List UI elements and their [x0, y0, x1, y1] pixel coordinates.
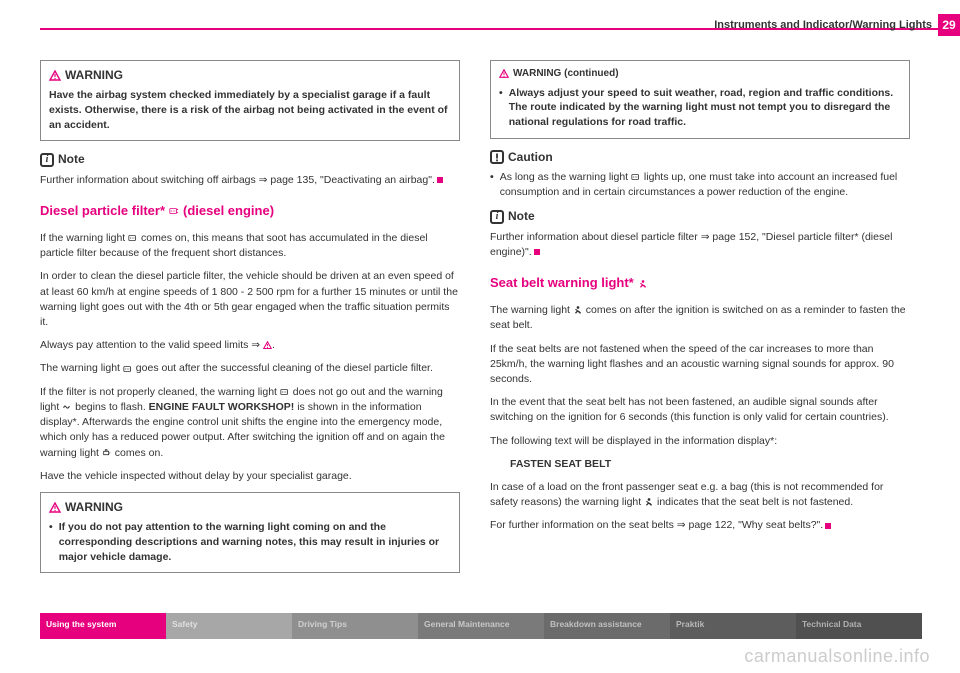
seatbelt-icon [573, 305, 583, 315]
dpf-p6: Have the vehicle inspected without delay… [40, 469, 460, 484]
caution-icon [490, 150, 504, 164]
footer-nav: Using the system Safety Driving Tips Gen… [40, 613, 922, 639]
dpf-icon [169, 206, 179, 216]
sb-p6: In case of a load on the front passenger… [490, 480, 910, 510]
header: Instruments and Indicator/Warning Lights… [714, 14, 960, 36]
warning-text: WARNING [65, 67, 123, 84]
dpf-icon [280, 387, 290, 397]
bullet-icon: • [499, 86, 503, 130]
dpf-p1: If the warning light comes on, this mean… [40, 231, 460, 261]
info-icon: i [40, 153, 54, 167]
nav-technical-data[interactable]: Technical Data [796, 613, 922, 639]
warning-icon [263, 341, 272, 350]
sb-p4: The following text will be displayed in … [490, 434, 910, 449]
seatbelt-icon [644, 497, 654, 507]
warning-label: WARNING [49, 499, 451, 516]
columns: WARNING Have the airbag system checked i… [40, 60, 920, 583]
warning-icon [49, 70, 61, 82]
nav-using-the-system[interactable]: Using the system [40, 613, 166, 639]
warning-body: • If you do not pay attention to the war… [49, 520, 451, 564]
note-header: i Note [40, 151, 460, 168]
dpf-icon [631, 172, 641, 182]
note-label: Note [58, 151, 85, 168]
dpf-p2: In order to clean the diesel particle fi… [40, 269, 460, 330]
end-marker [825, 523, 831, 529]
dpf-p5: If the filter is not properly cleaned, t… [40, 385, 460, 461]
note-body: Further information about diesel particl… [490, 230, 910, 260]
dpf-icon [123, 364, 133, 374]
dpf-p4: The warning light goes out after the suc… [40, 361, 460, 376]
warning-continued-box: WARNING (continued) • Always adjust your… [490, 60, 910, 139]
warning-body: Have the airbag system checked immediate… [49, 88, 451, 132]
sb-p2: If the seat belts are not fastened when … [490, 342, 910, 388]
note-header: i Note [490, 208, 910, 225]
end-marker [437, 177, 443, 183]
caution-body: • As long as the warning light lights up… [490, 170, 910, 200]
nav-praktik[interactable]: Praktik [670, 613, 796, 639]
nav-driving-tips[interactable]: Driving Tips [292, 613, 418, 639]
warning-icon [499, 69, 509, 79]
warning-icon [49, 502, 61, 514]
glowplug-icon [62, 402, 72, 412]
warning-box-1: WARNING Have the airbag system checked i… [40, 60, 460, 141]
seatbelt-icon [638, 279, 648, 289]
end-marker [534, 249, 540, 255]
nav-general-maintenance[interactable]: General Maintenance [418, 613, 544, 639]
arrow-icon: ⇒ [677, 519, 686, 531]
sb-fasten: FASTEN SEAT BELT [510, 457, 910, 472]
warning-text: WARNING [65, 499, 123, 516]
info-icon: i [490, 210, 504, 224]
warning-box-2: WARNING • If you do not pay attention to… [40, 492, 460, 573]
dpf-icon [128, 233, 138, 243]
sb-p7: For further information on the seat belt… [490, 518, 910, 533]
seatbelt-heading: Seat belt warning light* [490, 274, 910, 293]
arrow-icon: ⇒ [251, 339, 263, 351]
right-column: WARNING (continued) • Always adjust your… [490, 60, 910, 583]
engine-icon [102, 448, 112, 458]
caution-header: Caution [490, 149, 910, 166]
warning-body: • Always adjust your speed to suit weath… [499, 86, 901, 130]
sb-p1: The warning light comes on after the ign… [490, 303, 910, 333]
note-body: Further information about switching off … [40, 173, 460, 188]
bullet-icon: • [49, 520, 53, 564]
warning-text: WARNING (continued) [513, 67, 619, 82]
dpf-heading: Diesel particle filter* (diesel engine) [40, 202, 460, 221]
left-column: WARNING Have the airbag system checked i… [40, 60, 460, 583]
dpf-p3: Always pay attention to the valid speed … [40, 338, 460, 353]
warning-label: WARNING (continued) [499, 67, 901, 82]
warning-label: WARNING [49, 67, 451, 84]
page: Instruments and Indicator/Warning Lights… [0, 0, 960, 673]
page-number: 29 [938, 14, 960, 36]
arrow-icon: ⇒ [701, 231, 710, 243]
nav-safety[interactable]: Safety [166, 613, 292, 639]
header-title: Instruments and Indicator/Warning Lights [714, 19, 932, 31]
sb-p3: In the event that the seat belt has not … [490, 395, 910, 425]
caution-label: Caution [508, 149, 553, 166]
watermark: carmanualsonline.info [744, 646, 930, 667]
bullet-icon: • [490, 170, 494, 200]
nav-breakdown-assistance[interactable]: Breakdown assistance [544, 613, 670, 639]
note-label: Note [508, 208, 535, 225]
